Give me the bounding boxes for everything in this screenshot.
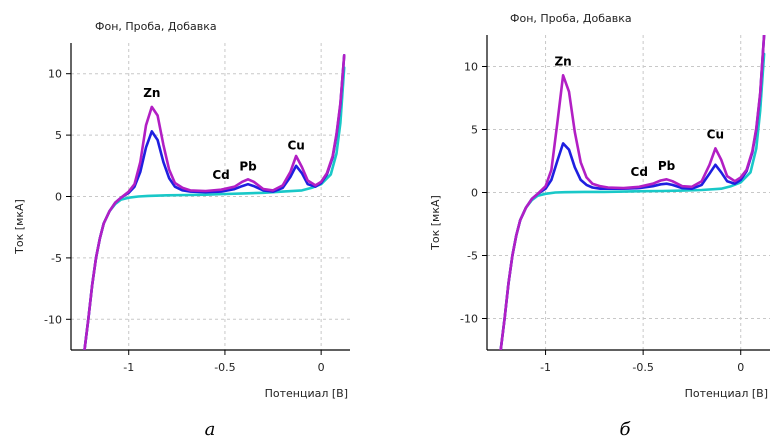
series-line-background xyxy=(499,52,766,350)
y-tick-label: 5 xyxy=(55,129,62,142)
peak-label-cd: Cd xyxy=(212,168,229,182)
series-line-addition xyxy=(499,35,766,350)
y-tick-label: 0 xyxy=(55,191,62,204)
peak-label-pb: Pb xyxy=(658,159,676,173)
x-tick-label: -1 xyxy=(123,361,134,374)
peak-label-zn: Zn xyxy=(554,54,571,68)
series-line-sample xyxy=(83,53,346,350)
chart-panel-a: -1 -0.5 0 -10 -5 0 5 10 Zn Cd Pb Cu Фон, Проба, Доба… xyxy=(13,20,350,440)
peak-label-pb: Pb xyxy=(239,160,257,174)
chart-panel-b: -1 -0.5 0 -10 -5 0 5 10 Zn Cd Pb Cu Фон, Проба, Доба… xyxy=(429,12,770,440)
y-axis-label: Ток [мкА] xyxy=(13,199,26,255)
x-tick-label: 0 xyxy=(737,361,744,374)
chart-title: Фон, Проба, Добавка xyxy=(510,12,632,25)
y-tick-label: 5 xyxy=(471,124,478,137)
y-tick-label: 10 xyxy=(48,68,62,81)
y-tick-label: -5 xyxy=(467,250,478,263)
series-line-background xyxy=(83,66,346,350)
y-tick-label: -10 xyxy=(460,313,478,326)
panel-caption: б xyxy=(620,419,632,440)
x-axis-label: Потенциал [В] xyxy=(265,387,348,400)
chart-title: Фон, Проба, Добавка xyxy=(95,20,217,33)
x-tick-label: -1 xyxy=(540,361,551,374)
series-group xyxy=(83,53,346,350)
x-tick-label: -0.5 xyxy=(632,361,653,374)
peak-label-cd: Cd xyxy=(631,165,648,179)
x-axis-label: Потенциал [В] xyxy=(685,387,768,400)
peak-label-cu: Cu xyxy=(287,139,304,153)
peak-label-zn: Zn xyxy=(143,86,160,100)
y-axis-label: Ток [мкА] xyxy=(429,195,442,251)
x-tick-label: -0.5 xyxy=(214,361,235,374)
y-tick-label: -5 xyxy=(51,252,62,265)
y-tick-label: -10 xyxy=(44,313,62,326)
series-line-addition xyxy=(83,53,346,350)
peak-label-cu: Cu xyxy=(707,127,724,141)
y-tick-label: 10 xyxy=(464,61,478,74)
panel-caption: а xyxy=(205,419,216,440)
series-group xyxy=(499,35,766,350)
x-tick-label: 0 xyxy=(318,361,325,374)
y-tick-label: 0 xyxy=(471,187,478,200)
